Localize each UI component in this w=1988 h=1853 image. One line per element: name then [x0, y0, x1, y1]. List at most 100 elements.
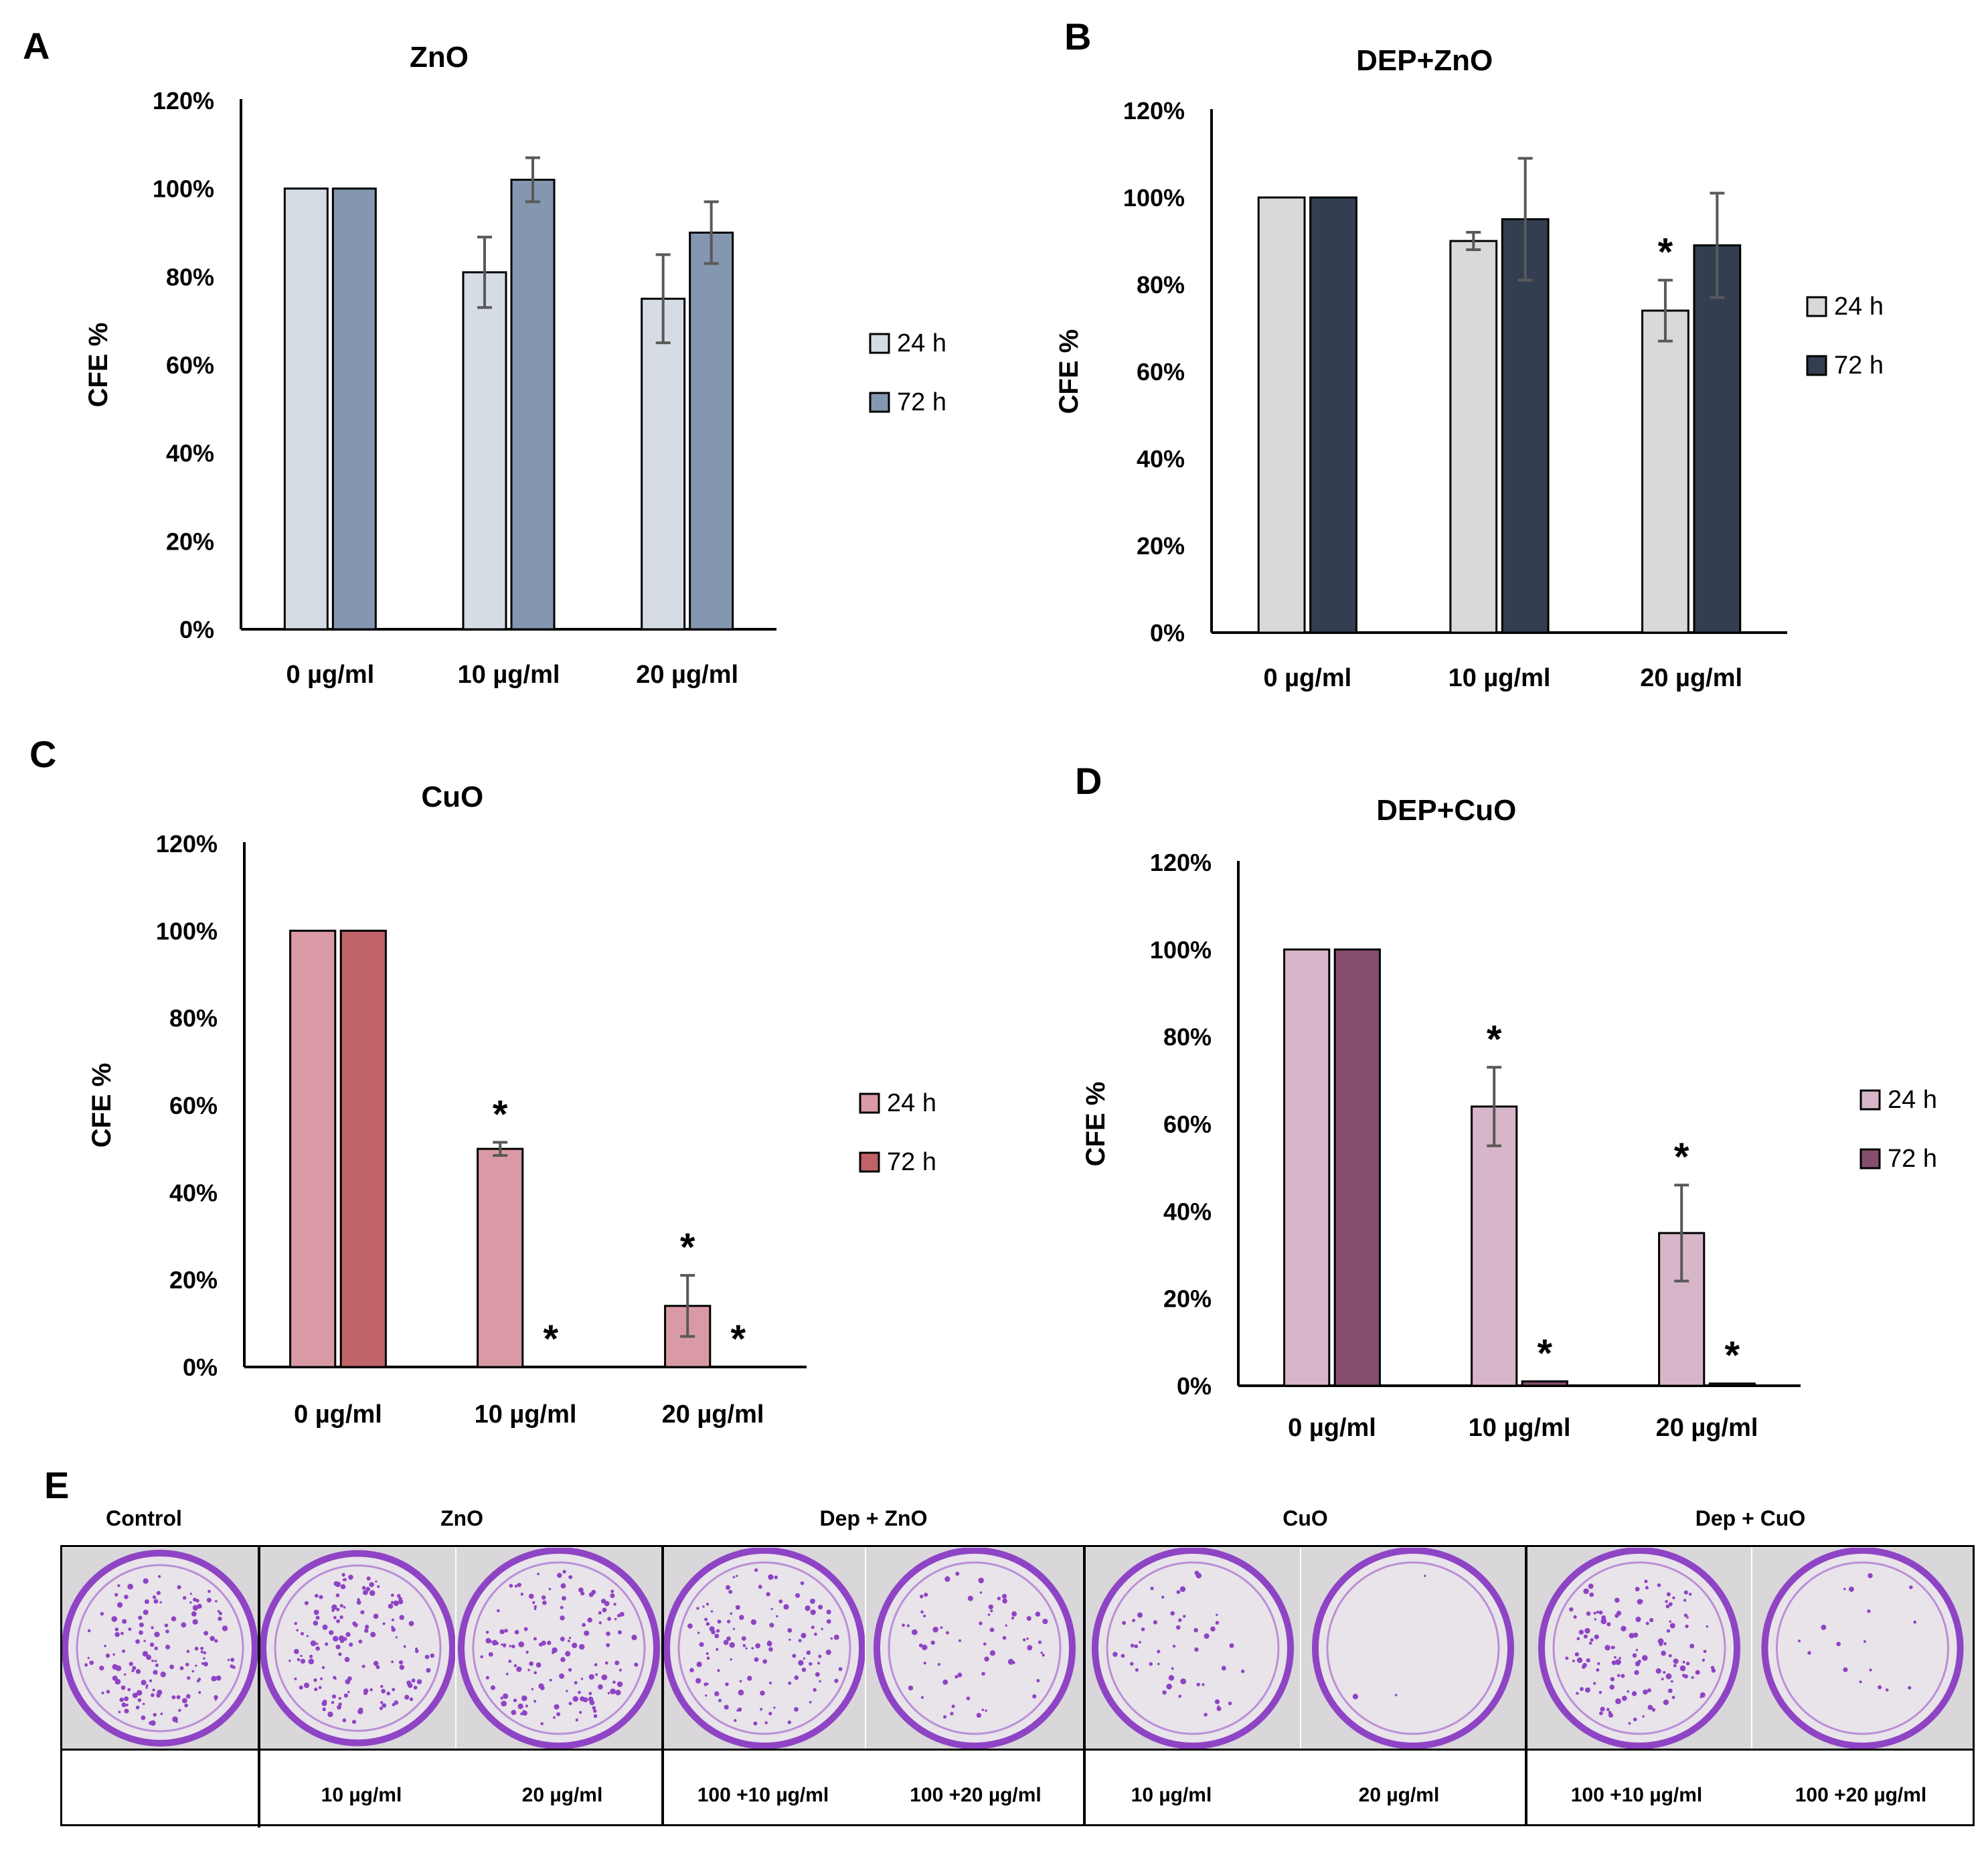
colony [112, 1653, 115, 1656]
legend-swatch [1859, 1148, 1881, 1170]
colony [501, 1643, 503, 1646]
colony [391, 1625, 394, 1629]
colony [149, 1679, 153, 1682]
colony [511, 1710, 517, 1715]
colony [985, 1709, 987, 1712]
colony [222, 1625, 228, 1631]
colony [1032, 1694, 1037, 1699]
colony [944, 1576, 950, 1582]
dish-dep-cuo-10 [1527, 1548, 1751, 1749]
colony [531, 1688, 534, 1690]
bar [1641, 309, 1689, 634]
colony [203, 1657, 205, 1660]
colony [358, 1639, 363, 1643]
x-tick-label: 20 µg/ml [636, 661, 738, 689]
colony [742, 1643, 746, 1647]
colony [135, 1639, 140, 1644]
colony [1576, 1657, 1583, 1664]
colony [1836, 1641, 1841, 1647]
colony [178, 1708, 181, 1712]
colony [194, 1646, 199, 1651]
colony [1621, 1674, 1625, 1678]
colony [514, 1629, 519, 1635]
colony [306, 1635, 309, 1637]
colony [1011, 1611, 1017, 1617]
colony [349, 1642, 353, 1647]
colony [143, 1702, 145, 1706]
dish-rim [260, 1550, 455, 1747]
colony [217, 1610, 220, 1613]
colony [335, 1593, 340, 1597]
colony [195, 1599, 199, 1603]
bar [283, 187, 329, 631]
colony [391, 1627, 396, 1632]
colony [186, 1694, 191, 1699]
colony [560, 1605, 564, 1609]
colony [1685, 1662, 1690, 1666]
colony [1673, 1664, 1677, 1668]
colony [1614, 1656, 1617, 1659]
colony [1706, 1625, 1709, 1628]
colony [322, 1707, 326, 1712]
colony [195, 1664, 197, 1667]
colony [105, 1654, 110, 1658]
colony [361, 1664, 365, 1668]
colony [1691, 1676, 1694, 1679]
colony [724, 1704, 729, 1710]
colony [197, 1678, 201, 1681]
colony [1035, 1611, 1041, 1617]
colony [1616, 1611, 1622, 1616]
colony [760, 1708, 763, 1711]
colony [1683, 1613, 1688, 1617]
colony [1629, 1633, 1635, 1639]
colony [801, 1668, 807, 1672]
colony [1711, 1668, 1716, 1673]
colony [300, 1631, 305, 1635]
colony [1666, 1592, 1671, 1597]
colony [145, 1686, 148, 1689]
colony [1621, 1696, 1627, 1701]
colony [160, 1672, 166, 1678]
colony [171, 1616, 177, 1621]
y-tick-label: 0% [1177, 1372, 1212, 1400]
colony [533, 1700, 537, 1703]
colony [1633, 1632, 1639, 1638]
colony [997, 1597, 1001, 1601]
colony [560, 1615, 565, 1621]
colony [154, 1631, 160, 1637]
colony [598, 1611, 602, 1615]
colony [1627, 1690, 1630, 1693]
legend-swatch [859, 1093, 880, 1114]
colony [1843, 1667, 1848, 1672]
colony [710, 1610, 714, 1613]
colony [399, 1615, 405, 1620]
bar [1283, 948, 1331, 1387]
colony [1669, 1623, 1675, 1629]
colony [730, 1658, 732, 1661]
colony [177, 1585, 181, 1589]
colony [500, 1696, 503, 1700]
colony [1176, 1625, 1181, 1630]
colony [1635, 1616, 1641, 1623]
colony [131, 1669, 135, 1672]
colony [902, 1623, 905, 1627]
colony [1352, 1694, 1359, 1700]
colony [794, 1706, 799, 1712]
colony [485, 1630, 489, 1634]
dish-inner-rim [888, 1561, 1062, 1735]
colony [1651, 1708, 1656, 1712]
colony [1702, 1658, 1706, 1662]
colony [568, 1702, 572, 1706]
colony [1683, 1590, 1688, 1595]
colony [1121, 1654, 1125, 1658]
colony [1878, 1685, 1882, 1690]
colony [803, 1657, 806, 1660]
panel-letter-b: B [1064, 15, 1092, 58]
bar [331, 187, 377, 631]
colony [1669, 1620, 1672, 1623]
colony [706, 1656, 710, 1660]
colony [1157, 1649, 1161, 1654]
colony [773, 1706, 776, 1709]
colony [598, 1621, 602, 1625]
colony [821, 1627, 823, 1631]
